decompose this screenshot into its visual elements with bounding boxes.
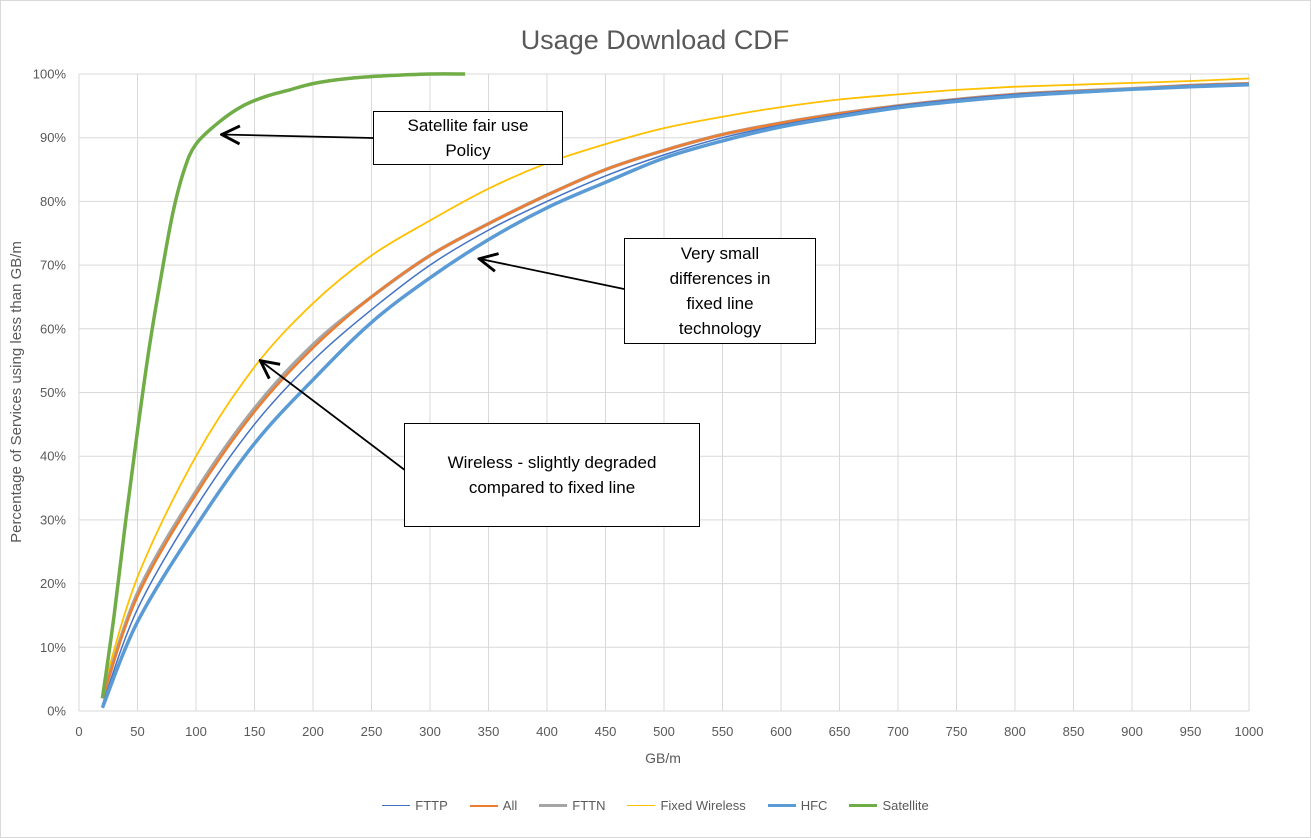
- legend-swatch: [539, 804, 568, 807]
- x-tick-label: 950: [1180, 724, 1202, 739]
- legend-item: FTTN: [539, 798, 605, 813]
- legend-label: All: [502, 798, 518, 813]
- y-tick-label: 30%: [40, 512, 66, 527]
- x-tick-label: 750: [946, 724, 968, 739]
- callout-fixed-line-differences: Very small differences in fixed line tec…: [624, 238, 816, 344]
- annotation-arrow: [479, 259, 625, 290]
- y-tick-label: 80%: [40, 194, 66, 209]
- x-tick-label: 200: [302, 724, 324, 739]
- x-tick-label: 900: [1121, 724, 1143, 739]
- legend-label: Satellite: [882, 798, 929, 813]
- x-tick-label: 0: [75, 724, 82, 739]
- annotation-arrows: [222, 135, 625, 475]
- x-tick-label: 50: [130, 724, 144, 739]
- y-tick-label: 90%: [40, 130, 66, 145]
- series-line-all: [101, 82, 1250, 699]
- x-tick-label: 700: [887, 724, 909, 739]
- y-tick-label: 40%: [40, 449, 66, 464]
- legend-item: Fixed Wireless: [627, 798, 746, 813]
- chart-title: Usage Download CDF: [521, 25, 790, 55]
- series-line-fttp: [101, 82, 1250, 705]
- series-line-fttn: [100, 81, 1250, 699]
- legend-label: FTTN: [572, 798, 606, 813]
- x-tick-label: 300: [419, 724, 441, 739]
- legend: FTTP All FTTN Fixed Wireless HFC Satellite: [0, 798, 1311, 813]
- x-tick-label: 550: [712, 724, 734, 739]
- y-tick-label: 50%: [40, 385, 66, 400]
- x-tick-label: 150: [244, 724, 266, 739]
- x-tick-label: 350: [478, 724, 500, 739]
- legend-item: HFC: [767, 798, 828, 813]
- y-tick-label: 10%: [40, 640, 66, 655]
- x-tick-label: 400: [536, 724, 558, 739]
- y-tick-label: 60%: [40, 321, 66, 336]
- gridlines: [78, 73, 1250, 712]
- x-tick-label: 800: [1004, 724, 1026, 739]
- legend-swatch: [627, 805, 656, 806]
- x-tick-label: 250: [361, 724, 383, 739]
- x-tick-label: 450: [595, 724, 617, 739]
- x-tick-label: 650: [829, 724, 851, 739]
- legend-item: Satellite: [849, 798, 929, 813]
- legend-swatch: [469, 804, 498, 807]
- y-tick-label: 70%: [40, 258, 66, 273]
- x-axis-tick-labels: 0 50 100 150 200 250 300 350 400 450 500 550 600 650 7…: [75, 724, 1263, 739]
- annotation-arrow: [222, 135, 374, 138]
- legend-label: FTTP: [415, 798, 448, 813]
- annotation-arrow: [260, 361, 411, 475]
- y-tick-label: 100%: [33, 67, 67, 82]
- series-line-fixed-wireless: [101, 77, 1250, 693]
- legend-swatch: [767, 804, 796, 807]
- x-axis-label: GB/m: [645, 750, 681, 766]
- x-tick-label: 100: [185, 724, 207, 739]
- callout-wireless-degraded: Wireless - slightly degraded compared to…: [404, 423, 700, 527]
- y-tick-label: 20%: [40, 576, 66, 591]
- series-lines: [100, 72, 1250, 709]
- x-tick-label: 500: [653, 724, 675, 739]
- callout-satellite-fair-use: Satellite fair use Policy: [373, 111, 563, 165]
- legend-label: HFC: [800, 798, 828, 813]
- y-tick-label: 0%: [47, 704, 66, 719]
- series-line-hfc: [100, 83, 1250, 709]
- y-axis-label: Percentage of Services using less than G…: [8, 241, 25, 543]
- legend-swatch: [382, 805, 411, 806]
- y-axis-tick-labels: 0% 10% 20% 30% 40% 50% 60% 70% 80% 90% 100%: [33, 67, 67, 719]
- x-tick-label: 600: [770, 724, 792, 739]
- series-line-satellite: [100, 72, 466, 699]
- x-tick-label: 850: [1063, 724, 1085, 739]
- legend-label: Fixed Wireless: [660, 798, 746, 813]
- legend-swatch: [849, 804, 878, 807]
- legend-item: FTTP: [382, 798, 448, 813]
- x-tick-label: 1000: [1235, 724, 1264, 739]
- legend-item: All: [469, 798, 518, 813]
